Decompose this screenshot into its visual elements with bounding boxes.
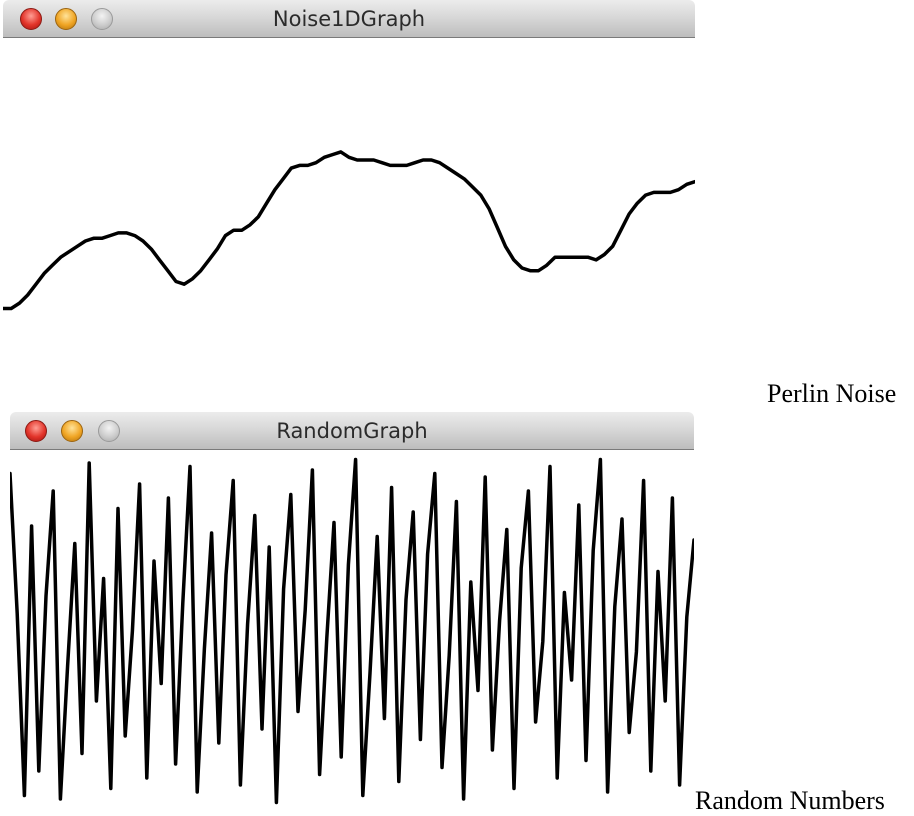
- minimize-button-icon[interactable]: [61, 420, 83, 442]
- random-caption: Random Numbers: [695, 786, 885, 815]
- zoom-button-icon[interactable]: [91, 8, 113, 30]
- noise-window-titlebar[interactable]: Noise1DGraph: [3, 0, 695, 38]
- noise-window: Noise1DGraph: [3, 0, 695, 330]
- perlin-caption: Perlin Noise: [767, 379, 897, 408]
- random-window: RandomGraph: [10, 412, 694, 812]
- zoom-button-icon[interactable]: [98, 420, 120, 442]
- noise-line: [3, 150, 695, 311]
- minimize-button-icon[interactable]: [55, 8, 77, 30]
- noise-graph: [3, 40, 695, 330]
- random-window-titlebar[interactable]: RandomGraph: [10, 412, 694, 450]
- random-line: [10, 457, 694, 805]
- random-graph: [10, 452, 694, 810]
- close-button-icon[interactable]: [25, 420, 47, 442]
- close-button-icon[interactable]: [20, 8, 42, 30]
- window-title: RandomGraph: [276, 419, 428, 443]
- window-title: Noise1DGraph: [272, 7, 426, 31]
